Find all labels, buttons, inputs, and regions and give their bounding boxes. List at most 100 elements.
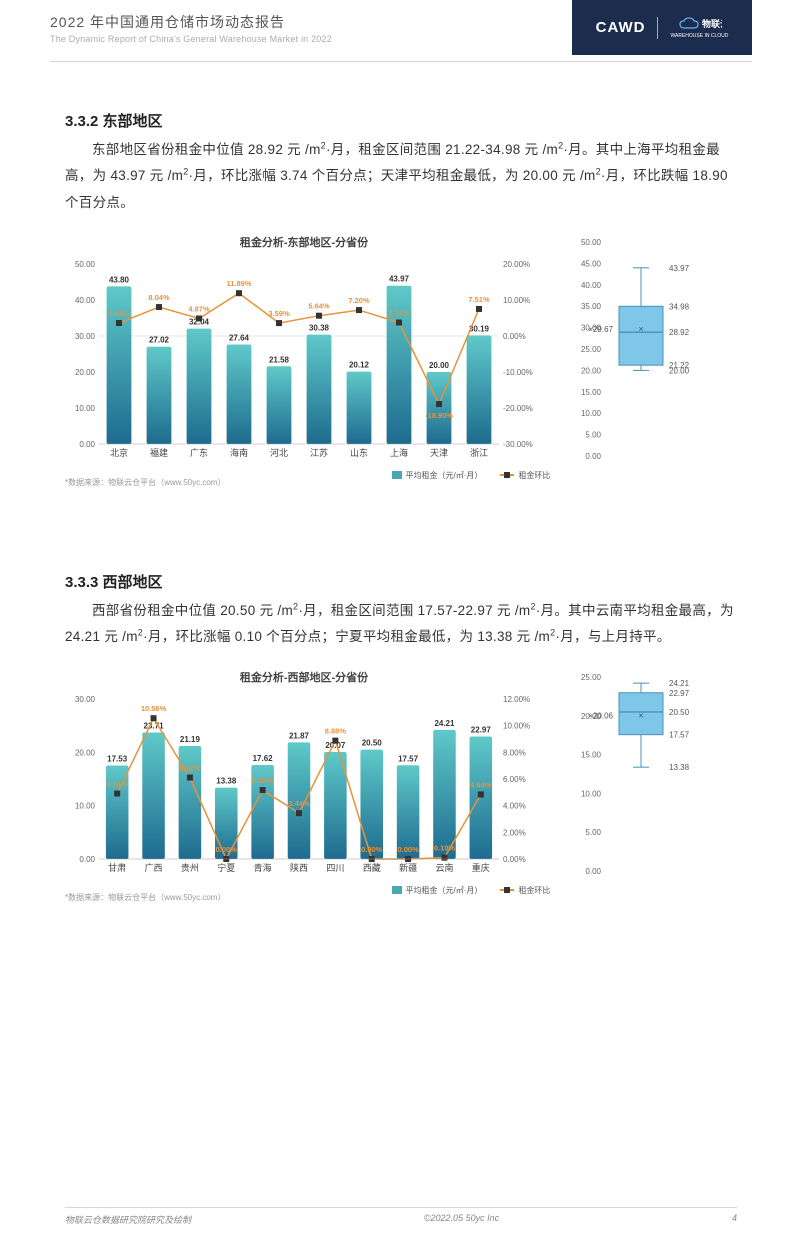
svg-text:11.89%: 11.89% — [226, 279, 251, 288]
svg-text:×: × — [638, 324, 643, 334]
svg-text:17.57: 17.57 — [398, 754, 419, 763]
west-heading: 3.3.3 西部地区 — [65, 571, 737, 592]
svg-text:甘肃: 甘肃 — [108, 862, 126, 873]
svg-text:0.00%: 0.00% — [503, 855, 526, 864]
svg-text:30.00: 30.00 — [75, 332, 96, 341]
svg-text:35.00: 35.00 — [581, 302, 602, 311]
east-heading: 3.3.2 东部地区 — [65, 110, 737, 131]
svg-text:22.97: 22.97 — [471, 725, 492, 734]
svg-text:30.00: 30.00 — [75, 695, 96, 704]
svg-text:陕西: 陕西 — [290, 862, 308, 873]
west-boxplot: 0.005.0010.0015.0020.0025.00×24.2122.972… — [571, 669, 741, 903]
svg-text:0.00: 0.00 — [585, 867, 601, 876]
svg-text:22.97: 22.97 — [669, 688, 690, 697]
svg-text:浙江: 浙江 — [470, 447, 488, 458]
east-paragraph: 东部地区省份租金中位值 28.92 元 /m2·月，租金区间范围 21.22-3… — [65, 137, 737, 216]
svg-text:8.04%: 8.04% — [148, 293, 170, 302]
svg-text:40.00: 40.00 — [75, 296, 96, 305]
svg-text:0.00: 0.00 — [79, 855, 95, 864]
svg-text:20.12: 20.12 — [349, 361, 370, 370]
footer-page: 4 — [732, 1213, 737, 1226]
west-chart-row: 租金分析-西部地区-分省份 0.0010.0020.0030.000.00%2.… — [65, 669, 737, 903]
west-chart-svg: 0.0010.0020.0030.000.00%2.00%4.00%6.00%8… — [65, 691, 543, 881]
svg-text:20.00: 20.00 — [75, 748, 96, 757]
svg-text:17.62: 17.62 — [253, 754, 274, 763]
west-box-svg: 0.005.0010.0015.0020.0025.00×24.2122.972… — [571, 669, 741, 879]
svg-text:5.64%: 5.64% — [308, 302, 330, 311]
svg-text:30.38: 30.38 — [309, 324, 330, 333]
svg-text:3.61%: 3.61% — [108, 309, 130, 318]
svg-text:10.00: 10.00 — [75, 801, 96, 810]
svg-text:50.00: 50.00 — [581, 238, 602, 247]
svg-text:20.50: 20.50 — [362, 738, 383, 747]
svg-text:50.00: 50.00 — [75, 260, 96, 269]
svg-text:6.00%: 6.00% — [503, 775, 526, 784]
svg-text:21.58: 21.58 — [269, 355, 290, 364]
svg-text:10.00: 10.00 — [75, 404, 96, 413]
svg-text:×: × — [638, 710, 643, 720]
svg-text:福建: 福建 — [150, 447, 168, 458]
svg-text:河北: 河北 — [270, 447, 288, 458]
svg-text:天津: 天津 — [430, 448, 448, 458]
svg-text:5.00: 5.00 — [585, 828, 601, 837]
east-chart-row: 租金分析-东部地区-分省份 0.00 10.00 20.00 30.00 40.00 50… — [65, 234, 737, 488]
svg-text:21.19: 21.19 — [180, 735, 201, 744]
svg-text:海南: 海南 — [230, 447, 248, 458]
svg-text:3.59%: 3.59% — [268, 309, 290, 318]
svg-text:24.21: 24.21 — [434, 718, 455, 727]
east-box-svg: 0.005.0010.0015.0020.0025.0030.0035.0040… — [571, 234, 741, 464]
svg-text:17.53: 17.53 — [107, 754, 128, 763]
legend-line-swatch — [500, 889, 514, 891]
svg-text:-30.00%: -30.00% — [503, 440, 533, 449]
footer-center: ©2022.05 50yc Inc — [424, 1213, 499, 1226]
svg-text:21.87: 21.87 — [289, 731, 310, 740]
logo-divider — [657, 17, 658, 39]
svg-text:西藏: 西藏 — [363, 862, 381, 873]
svg-text:27.02: 27.02 — [149, 336, 170, 345]
west-bar-chart: 租金分析-西部地区-分省份 0.0010.0020.0030.000.00%2.… — [65, 669, 543, 903]
svg-text:24.21: 24.21 — [669, 679, 690, 688]
svg-text:10.00: 10.00 — [581, 409, 602, 418]
svg-text:10.00: 10.00 — [581, 789, 602, 798]
svg-text:-20.00%: -20.00% — [503, 404, 533, 413]
east-bar-chart: 租金分析-东部地区-分省份 0.00 10.00 20.00 30.00 40.00 50… — [65, 234, 543, 488]
svg-text:10.00%: 10.00% — [503, 721, 530, 730]
svg-text:贵州: 贵州 — [181, 862, 199, 873]
svg-text:25.00: 25.00 — [581, 673, 602, 682]
svg-text:重庆: 重庆 — [472, 862, 490, 873]
svg-text:0.00: 0.00 — [79, 440, 95, 449]
west-source: *数据来源：物联云仓平台（www.50yc.com） — [65, 892, 543, 903]
svg-text:43.97: 43.97 — [389, 275, 410, 284]
svg-text:云南: 云南 — [435, 862, 453, 873]
svg-text:-18.90%: -18.90% — [425, 411, 453, 420]
svg-text:10.56%: 10.56% — [141, 704, 167, 713]
svg-text:北京: 北京 — [110, 447, 128, 458]
page-header: 2022 年中国通用仓储市场动态报告 The Dynamic Report of… — [0, 0, 802, 70]
svg-text:17.57: 17.57 — [669, 730, 690, 739]
svg-text:34.98: 34.98 — [669, 302, 690, 311]
footer-left: 物联云仓数据研究院研究及绘制 — [65, 1213, 191, 1226]
svg-text:广西: 广西 — [145, 862, 163, 873]
svg-text:4.00%: 4.00% — [503, 801, 526, 810]
svg-text:13.38: 13.38 — [216, 776, 237, 785]
svg-text:物联云仓: 物联云仓 — [702, 18, 722, 29]
svg-text:0.00%: 0.00% — [397, 845, 419, 854]
svg-text:25.00: 25.00 — [581, 345, 602, 354]
logo-cloud-icon: 物联云仓 WAREHOUSE IN CLOUD — [670, 16, 728, 40]
east-chart-title: 租金分析-东部地区-分省份 — [65, 234, 543, 250]
svg-text:6.11%: 6.11% — [179, 763, 200, 772]
svg-text:宁夏: 宁夏 — [217, 862, 235, 873]
svg-text:3.44%: 3.44% — [288, 799, 310, 808]
svg-text:12.00%: 12.00% — [503, 695, 530, 704]
east-boxplot: 0.005.0010.0015.0020.0025.0030.0035.0040… — [571, 234, 741, 488]
legend-line-swatch — [500, 474, 514, 476]
svg-text:广东: 广东 — [190, 447, 208, 458]
svg-text:15.00: 15.00 — [581, 750, 602, 759]
east-source: *数据来源：物联云仓平台（www.50yc.com） — [65, 477, 543, 488]
header-logo-block: CAWD 物联云仓 WAREHOUSE IN CLOUD — [572, 0, 752, 55]
svg-text:7.51%: 7.51% — [468, 295, 490, 304]
svg-text:0.00%: 0.00% — [361, 845, 383, 854]
svg-text:-10.00%: -10.00% — [503, 368, 533, 377]
svg-text:20.00: 20.00 — [429, 361, 450, 370]
svg-text:20.50: 20.50 — [669, 707, 690, 716]
